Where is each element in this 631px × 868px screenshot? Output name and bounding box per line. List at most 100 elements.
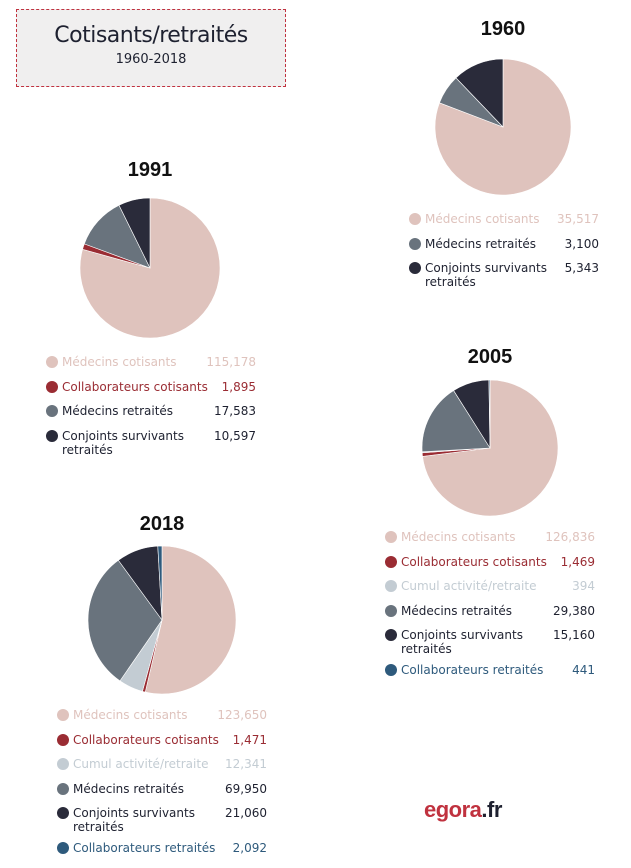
legend-value: 69,950 [225, 781, 267, 796]
legend-swatch [46, 429, 58, 442]
brand-tld: .fr [481, 797, 502, 822]
legend-label: Conjoints survivants retraités [62, 428, 184, 457]
legend-label: Cumul activité/retraite [401, 579, 537, 593]
legend-item-conjoints-survivants-retraites: Conjoints survivants retraités 15,160 [385, 627, 595, 662]
pie-slice-medecins-retraites [421, 390, 491, 453]
pie-slice-medecins-retraites [87, 559, 163, 682]
legend-item-conjoints-survivants-retraites: Conjoints survivants retraités 5,343 [409, 260, 599, 295]
legend-swatch [409, 262, 421, 274]
pie-chart-1960 [434, 58, 572, 196]
chart-title-1991: 1991 [127, 159, 173, 181]
legend-item-medecins-retraites: Médecins retraités 17,583 [46, 403, 256, 428]
legend-2005: Médecins cotisants 126,836 Collaborateurs … [385, 529, 595, 687]
legend-label: Médecins retraités [401, 603, 513, 618]
legend-value: 441 [572, 663, 595, 677]
legend-label: Collaborateurs cotisants [62, 379, 208, 394]
legend-swatch [46, 405, 58, 417]
title-box: Cotisants/retraités 1960-2018 [16, 9, 286, 87]
legend-label: Conjoints survivants retraités [73, 806, 195, 834]
legend-item-medecins-cotisants: Médecins cotisants 115,178 [46, 354, 256, 379]
legend-swatch [409, 237, 421, 250]
legend-item-collaborateurs-retraites: Collaborateurs retraités 2,092 [57, 840, 267, 865]
pie-slice-conjoints-survivants-retraites [118, 197, 151, 269]
legend-swatch [409, 213, 421, 225]
legend-swatch [57, 758, 69, 770]
legend-item-medecins-retraites: Médecins retraités 3,100 [409, 236, 599, 261]
pie-slice-collaborateurs-retraites [157, 545, 163, 621]
pie-slice-conjoints-survivants-retraites [455, 58, 504, 128]
legend-value: 15,160 [553, 628, 595, 642]
legend-label: Collaborateurs retraités [401, 663, 544, 677]
legend-item-medecins-cotisants: Médecins cotisants 123,650 [57, 707, 267, 732]
legend-value: 126,836 [545, 530, 595, 544]
chart-title-2005: 2005 [467, 346, 513, 368]
egora-logo: egora.fr [424, 797, 502, 823]
legend-label: Conjoints survivants retraités [425, 261, 547, 289]
legend-value: 1,471 [232, 732, 267, 747]
legend-swatch [57, 842, 69, 854]
legend-swatch [57, 709, 69, 721]
legend-value: 12,341 [225, 757, 267, 771]
legend-item-medecins-retraites: Médecins retraités 29,380 [385, 603, 595, 628]
legend-item-medecins-cotisants: Médecins cotisants 126,836 [385, 529, 595, 554]
legend-value: 29,380 [553, 603, 595, 618]
legend-value: 17,583 [214, 404, 256, 418]
legend-label: Conjoints survivants retraités [401, 628, 523, 656]
legend-item-collaborateurs-cotisants: Collaborateurs cotisants 1,471 [57, 732, 267, 757]
legend-swatch [385, 580, 397, 592]
legend-item-medecins-cotisants: Médecins cotisants 35,517 [409, 211, 599, 236]
pie-slice-collaborateurs-retraites [488, 379, 491, 449]
legend-swatch [385, 629, 397, 641]
legend-swatch [57, 733, 69, 746]
legend-1960: Médecins cotisants 35,517 Médecins retrait… [409, 211, 599, 295]
legend-value: 1,469 [560, 554, 595, 569]
legend-item-conjoints-survivants-retraites: Conjoints survivants retraités 21,060 [57, 805, 267, 840]
legend-value: 115,178 [206, 355, 256, 369]
pie-chart-1991 [79, 197, 221, 339]
legend-label: Médecins cotisants [62, 355, 177, 369]
pie-slice-medecins-cotisants [144, 545, 237, 695]
legend-value: 2,092 [232, 841, 267, 855]
legend-swatch [385, 604, 397, 617]
legend-value: 5,343 [564, 261, 599, 275]
page-subtitle: 1960-2018 [115, 52, 187, 67]
legend-label: Médecins retraités [62, 404, 174, 418]
legend-swatch [385, 531, 397, 543]
legend-value: 21,060 [225, 806, 267, 820]
legend-label: Médecins retraités [425, 236, 537, 251]
legend-label: Collaborateurs cotisants [401, 554, 547, 569]
legend-label: Médecins retraités [73, 781, 185, 796]
legend-value: 394 [572, 579, 595, 593]
legend-label: Collaborateurs retraités [73, 841, 216, 855]
legend-item-collaborateurs-retraites: Collaborateurs retraités 441 [385, 662, 595, 687]
legend-label: Collaborateurs cotisants [73, 732, 219, 747]
legend-item-cumul-activite-retraite: Cumul activité/retraite 12,341 [57, 756, 267, 781]
legend-2018: Médecins cotisants 123,650 Collaborateurs … [57, 707, 267, 865]
pie-chart-2005 [421, 379, 559, 517]
legend-item-cumul-activite-retraite: Cumul activité/retraite 394 [385, 578, 595, 603]
chart-title-1960: 1960 [480, 18, 526, 40]
legend-value: 35,517 [557, 212, 599, 226]
legend-value: 1,895 [221, 379, 256, 394]
legend-label: Médecins cotisants [401, 530, 516, 544]
legend-label: Cumul activité/retraite [73, 757, 209, 771]
legend-value: 3,100 [564, 236, 599, 251]
legend-item-medecins-retraites: Médecins retraités 69,950 [57, 781, 267, 806]
page-title: Cotisants/retraités [54, 23, 248, 48]
legend-item-conjoints-survivants-retraites: Conjoints survivants retraités 10,597 [46, 428, 256, 463]
legend-label: Médecins cotisants [73, 708, 188, 722]
legend-swatch [57, 782, 69, 795]
legend-value: 10,597 [214, 428, 256, 443]
pie-chart-2018 [87, 545, 237, 695]
chart-title-2018: 2018 [139, 513, 185, 535]
legend-1991: Médecins cotisants 115,178 Collaborateurs … [46, 354, 256, 463]
legend-swatch [46, 356, 58, 368]
legend-swatch [385, 664, 397, 676]
legend-item-collaborateurs-cotisants: Collaborateurs cotisants 1,895 [46, 379, 256, 404]
legend-value: 123,650 [217, 708, 267, 722]
legend-swatch [57, 807, 69, 819]
legend-swatch [385, 555, 397, 568]
brand-name: egora [424, 797, 482, 822]
legend-swatch [46, 380, 58, 393]
legend-item-collaborateurs-cotisants: Collaborateurs cotisants 1,469 [385, 554, 595, 579]
